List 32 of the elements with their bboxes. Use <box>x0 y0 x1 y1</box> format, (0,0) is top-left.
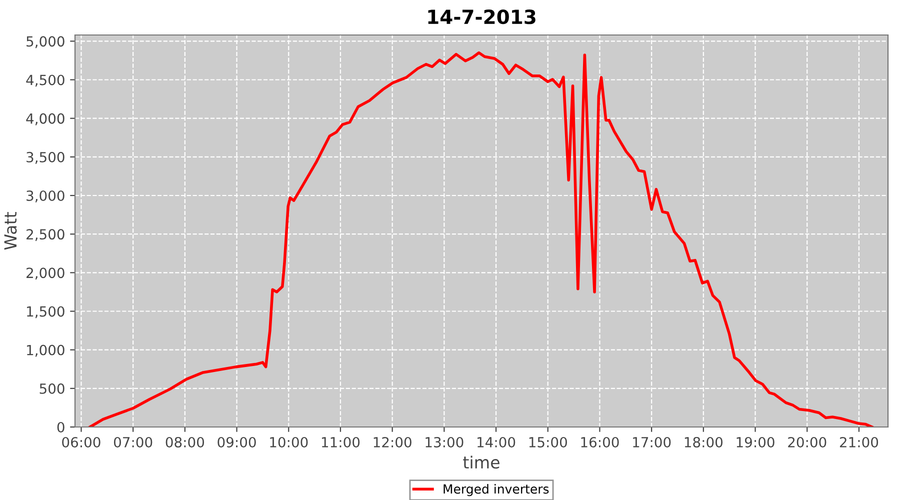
x-tick-label: 20:00 <box>788 436 826 448</box>
x-tick-label: 09:00 <box>218 436 256 448</box>
y-tick-label: 3,000 <box>26 190 64 202</box>
y-tick-label: 4,000 <box>26 113 64 126</box>
x-tick-label: 08:00 <box>166 436 204 448</box>
y-tick-label: 2,000 <box>26 268 64 280</box>
chart-title: 14-7-2013 <box>428 9 536 24</box>
x-tick-label: 15:00 <box>529 436 567 448</box>
x-tick-label: 14:00 <box>478 436 516 448</box>
y-tick-label: 5,000 <box>26 36 64 48</box>
x-tick-label: 18:00 <box>684 436 723 448</box>
y-tick-label: 2,500 <box>26 229 64 241</box>
y-tick-label: 1,500 <box>27 306 64 318</box>
y-tick-label: 4,500 <box>26 74 64 87</box>
x-tick-label: 19:00 <box>736 436 774 448</box>
x-tick-label: 21:00 <box>840 436 878 448</box>
line-series <box>88 51 874 427</box>
y-tick-label: 500 <box>40 383 64 394</box>
x-tick-label: 10:00 <box>270 436 308 448</box>
x-tick-label: 16:00 <box>581 436 619 448</box>
x-tick-label: 13:00 <box>426 436 464 448</box>
x-tick-label: 06:00 <box>62 436 100 448</box>
y-tick-label: 0 <box>57 422 64 432</box>
y-tick-label: 1,000 <box>27 344 64 357</box>
x-axis-title: time <box>463 456 500 469</box>
x-tick-label: 12:00 <box>374 436 412 448</box>
y-tick-label: 3,500 <box>26 152 64 164</box>
x-tick-label: 11:00 <box>322 436 360 448</box>
y-axis-title: Watt <box>4 212 17 250</box>
x-tick-label: 17:00 <box>633 436 671 448</box>
x-tick-label: 07:00 <box>114 436 152 448</box>
legend-label: Merged inverters <box>444 484 549 496</box>
